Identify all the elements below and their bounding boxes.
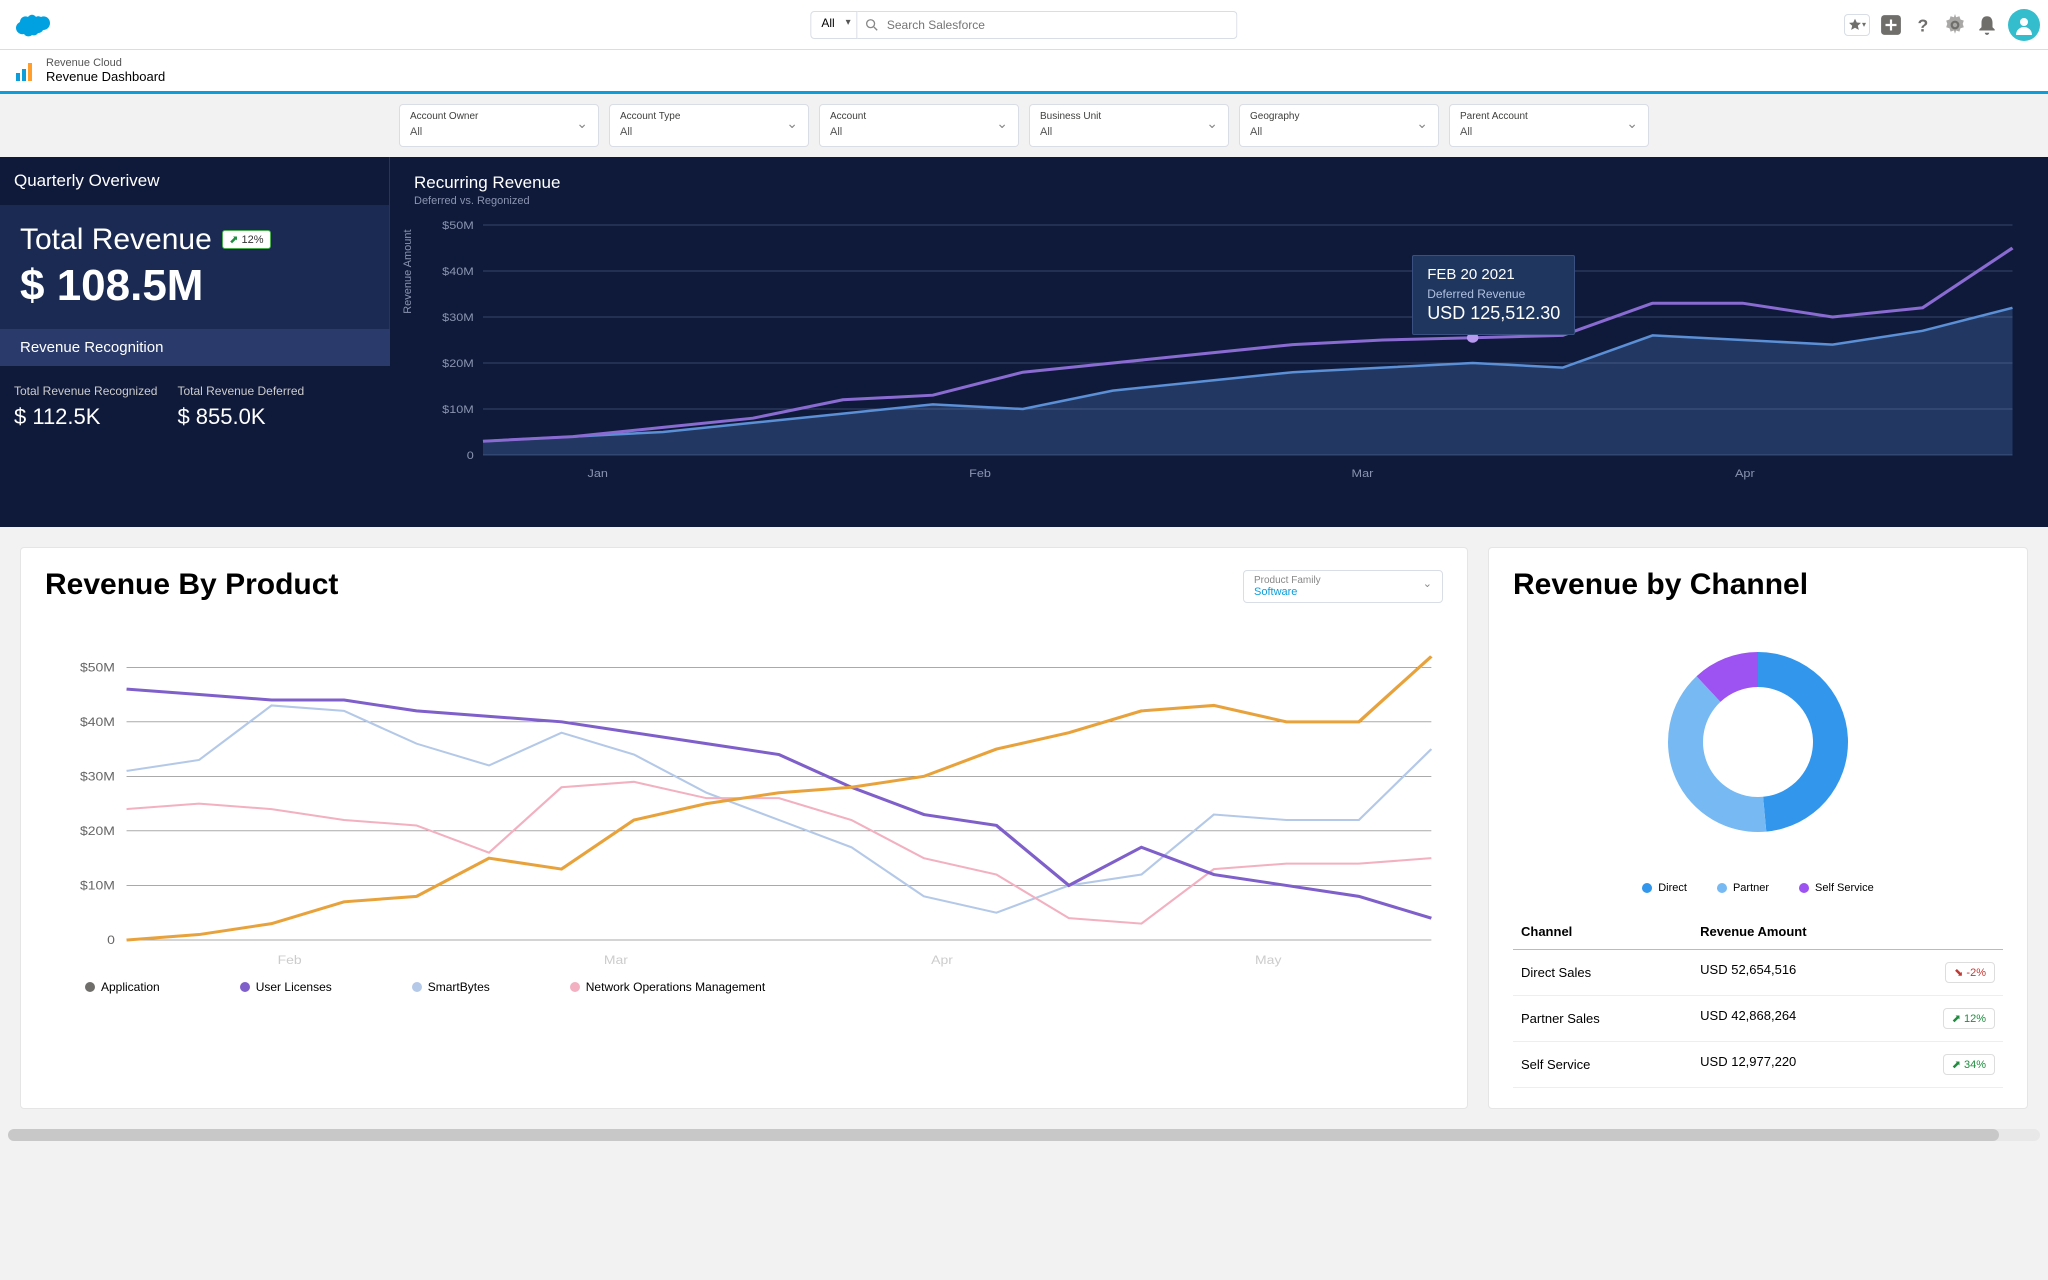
product-legend: Application User Licenses SmartBytes Networ…	[45, 970, 1443, 1004]
revenue-by-channel-card: Revenue by Channel Direct Partner Self Ser…	[1488, 547, 2028, 1109]
total-revenue-label: Total Revenue	[20, 223, 212, 257]
search-input[interactable]	[887, 18, 1229, 32]
filter-2[interactable]: AccountAll	[819, 104, 1019, 147]
deferred-label: Total Revenue Deferred	[177, 384, 304, 398]
recognized-label: Total Revenue Recognized	[14, 384, 157, 398]
total-revenue-kpi: Total Revenue ⬈ 12% $ 108.5M	[0, 205, 390, 329]
bell-icon[interactable]	[1976, 14, 1998, 36]
table-row: Direct SalesUSD 52,654,516 ⬊ -2%	[1513, 950, 2003, 996]
filter-5[interactable]: Parent AccountAll	[1449, 104, 1649, 147]
y-axis-label: Revenue Amount	[402, 229, 414, 313]
svg-text:$30M: $30M	[442, 311, 474, 324]
rev-rec-bar[interactable]: Revenue Recognition	[0, 329, 390, 366]
revenue-by-product-card: Revenue By Product Product Family Softwa…	[20, 547, 1468, 1109]
svg-text:Feb: Feb	[969, 467, 991, 480]
legend-item: User Licenses	[240, 980, 332, 994]
recurring-revenue-chart: Recurring Revenue Deferred vs. Regonized…	[390, 157, 2048, 527]
help-icon[interactable]: ?	[1912, 14, 1934, 36]
svg-text:Apr: Apr	[1735, 467, 1755, 480]
svg-text:?: ?	[1918, 15, 1929, 35]
legend-item: SmartBytes	[412, 980, 490, 994]
favorites-button[interactable]: ▾	[1844, 14, 1870, 36]
horizontal-scrollbar[interactable]	[8, 1129, 2040, 1141]
svg-text:May: May	[1255, 953, 1282, 967]
svg-text:$10M: $10M	[442, 403, 474, 416]
total-revenue-value: $ 108.5M	[20, 261, 369, 311]
filter-1[interactable]: Account TypeAll	[609, 104, 809, 147]
filter-4[interactable]: GeographyAll	[1239, 104, 1439, 147]
table-row: Self ServiceUSD 12,977,220 ⬈ 34%	[1513, 1042, 2003, 1088]
svg-text:Feb: Feb	[278, 953, 302, 967]
svg-text:0: 0	[107, 933, 115, 947]
svg-text:$40M: $40M	[442, 265, 474, 278]
filter-0[interactable]: Account OwnerAll	[399, 104, 599, 147]
th-amount: Revenue Amount	[1692, 914, 2003, 950]
rev-channel-title: Revenue by Channel	[1513, 568, 2003, 602]
donut-legend-item: Self Service	[1799, 882, 1874, 894]
user-avatar[interactable]	[2008, 9, 2040, 41]
product-select-label: Product Family	[1254, 575, 1432, 586]
product-family-select[interactable]: Product Family Software	[1243, 570, 1443, 603]
svg-text:$10M: $10M	[80, 878, 115, 892]
donut-legend: Direct Partner Self Service	[1513, 872, 2003, 914]
trend-badge: ⬈ 12%	[222, 230, 270, 249]
app-eyebrow: Revenue Cloud	[46, 57, 165, 69]
app-subheader: Revenue Cloud Revenue Dashboard	[0, 50, 2048, 94]
svg-text:Mar: Mar	[604, 953, 629, 967]
table-row: Partner SalesUSD 42,868,264 ⬈ 12%	[1513, 996, 2003, 1042]
tooltip-label: Deferred Revenue	[1427, 287, 1560, 301]
svg-text:$30M: $30M	[80, 769, 115, 783]
donut-legend-item: Direct	[1642, 882, 1687, 894]
legend-item: Network Operations Management	[570, 980, 765, 994]
dashboard-app-icon	[14, 59, 38, 83]
recurring-title: Recurring Revenue	[414, 173, 2024, 193]
tooltip-value: USD 125,512.30	[1427, 303, 1560, 324]
global-search[interactable]	[858, 11, 1238, 39]
svg-text:Apr: Apr	[931, 953, 953, 967]
channel-table: Channel Revenue Amount Direct SalesUSD 5…	[1513, 914, 2003, 1088]
product-chart-svg: 0 $10M $20M $30M $40M $50M Feb Mar Apr May	[45, 630, 1443, 970]
scrollbar-thumb[interactable]	[8, 1129, 1999, 1141]
svg-text:$20M: $20M	[80, 824, 115, 838]
kpi-column: Quarterly Overivew Total Revenue ⬈ 12% $…	[0, 157, 390, 527]
salesforce-logo-icon	[12, 11, 52, 39]
tooltip-date: FEB 20 2021	[1427, 266, 1560, 283]
recognized-value: $ 112.5K	[14, 404, 157, 430]
search-scope-value: All	[821, 16, 834, 30]
page-title: Revenue Dashboard	[46, 69, 165, 84]
global-header: All ▾ ?	[0, 0, 2048, 50]
search-scope-select[interactable]: All	[810, 11, 857, 39]
recurring-svg: 0 $10M $20M $30M $40M $50M Jan Feb Mar Apr	[414, 215, 2024, 485]
gear-icon[interactable]	[1944, 14, 1966, 36]
svg-text:Jan: Jan	[588, 467, 608, 480]
deferred-value: $ 855.0K	[177, 404, 304, 430]
legend-item: Application	[85, 980, 160, 994]
svg-text:$20M: $20M	[442, 357, 474, 370]
overview-row: Quarterly Overivew Total Revenue ⬈ 12% $…	[0, 157, 2048, 527]
svg-text:0: 0	[467, 449, 474, 462]
filter-3[interactable]: Business UnitAll	[1029, 104, 1229, 147]
donut-chart-svg	[1638, 622, 1878, 862]
svg-text:$50M: $50M	[80, 660, 115, 674]
svg-text:$50M: $50M	[442, 219, 474, 232]
svg-text:Mar: Mar	[1352, 467, 1374, 480]
th-channel: Channel	[1513, 914, 1692, 950]
search-icon	[866, 18, 879, 32]
recurring-subtitle: Deferred vs. Regonized	[414, 195, 2024, 207]
overview-section-title: Quarterly Overivew	[0, 157, 390, 205]
add-icon[interactable]	[1880, 14, 1902, 36]
product-select-value: Software	[1254, 586, 1432, 598]
chart-tooltip: FEB 20 2021 Deferred Revenue USD 125,512…	[1412, 255, 1575, 335]
filter-bar: Account OwnerAllAccount TypeAllAccountAl…	[0, 94, 2048, 157]
svg-text:$40M: $40M	[80, 715, 115, 729]
bottom-row: Revenue By Product Product Family Softwa…	[0, 527, 2048, 1129]
rev-product-title: Revenue By Product	[45, 568, 1443, 602]
donut-legend-item: Partner	[1717, 882, 1769, 894]
